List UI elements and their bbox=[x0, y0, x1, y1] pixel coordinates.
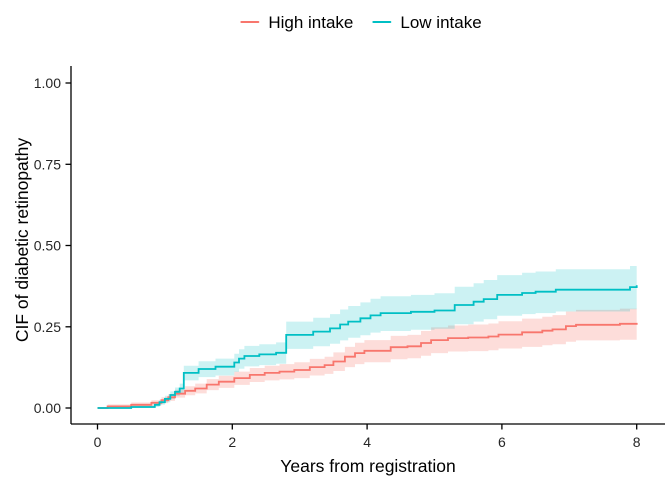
low-intake-curve bbox=[97, 285, 638, 409]
x-axis-title: Years from registration bbox=[280, 456, 456, 476]
x-tick-label: 2 bbox=[228, 434, 236, 450]
x-tick-label: 4 bbox=[363, 434, 371, 450]
y-axis-title: CIF of diabetic retinopathy bbox=[12, 137, 32, 343]
x-tick-label: 6 bbox=[498, 434, 506, 450]
x-tick-label: 8 bbox=[633, 434, 641, 450]
legend-item-high-intake: High intake bbox=[240, 13, 353, 31]
x-tick-label: 0 bbox=[94, 434, 102, 450]
y-tick-label: 0.50 bbox=[34, 238, 61, 254]
y-tick-label: 0.00 bbox=[34, 400, 61, 416]
y-tick-label: 0.75 bbox=[34, 156, 61, 172]
low-intake-ci-band bbox=[97, 263, 637, 408]
low-intake-key-line bbox=[372, 20, 392, 24]
high-intake-key-line bbox=[240, 20, 260, 24]
legend-label-low-intake: Low intake bbox=[400, 13, 482, 32]
high-intake-ci-band bbox=[97, 307, 637, 408]
legend-item-low-intake: Low intake bbox=[372, 13, 482, 32]
y-tick-label: 1.00 bbox=[34, 75, 61, 91]
chart-legend: High intake Low intake bbox=[240, 13, 482, 32]
legend-label-high-intake: High intake bbox=[268, 13, 354, 32]
y-tick-label: 0.25 bbox=[34, 319, 61, 335]
